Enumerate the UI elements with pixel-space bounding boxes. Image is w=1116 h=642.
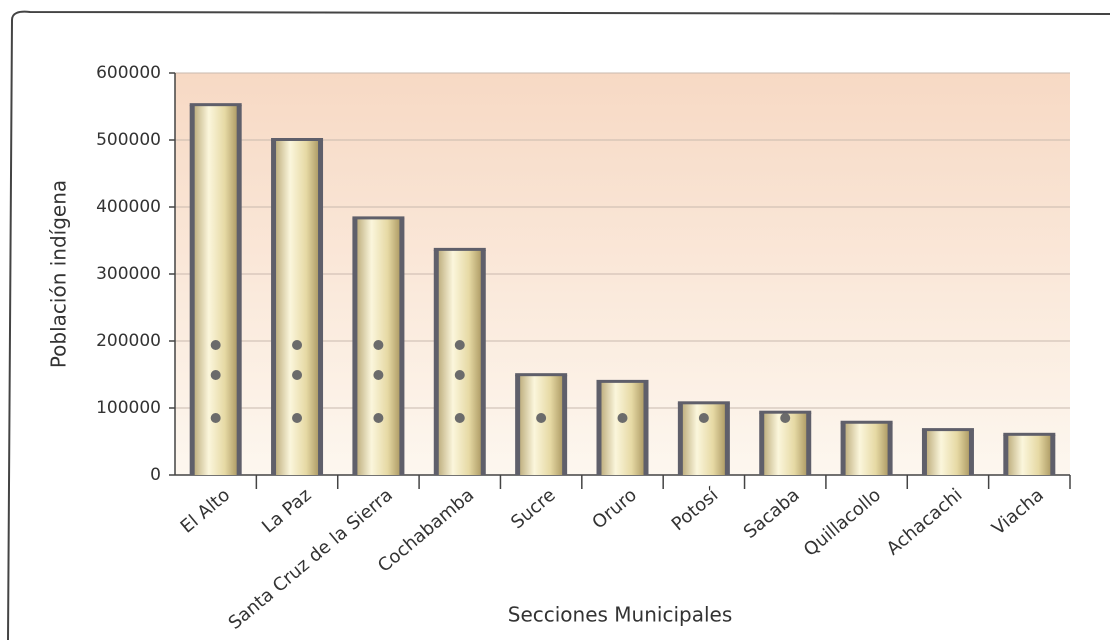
bar <box>843 422 890 475</box>
y-tick-label: 600000 <box>96 63 161 83</box>
bar-edge <box>759 412 765 475</box>
bar-edge <box>515 375 521 475</box>
bar-hole <box>373 413 384 423</box>
y-tick-label: 0 <box>150 465 161 485</box>
bar-cap <box>189 103 242 107</box>
bar-edge <box>806 412 812 475</box>
bar-edge <box>968 430 974 475</box>
bar-hole <box>454 340 465 350</box>
bar-cap <box>840 420 893 424</box>
bar-cap <box>921 428 974 432</box>
bar <box>436 249 483 475</box>
bar-edge <box>562 375 568 475</box>
bar <box>762 412 809 475</box>
bar-edge <box>399 218 405 475</box>
bar-edge <box>643 381 649 475</box>
frame <box>7 10 1111 641</box>
bar-hole <box>617 413 628 423</box>
bar <box>518 375 565 475</box>
bar-edge <box>480 249 486 475</box>
bar-hole <box>210 340 221 350</box>
bar-hole <box>698 413 709 423</box>
bar-hole <box>210 413 221 423</box>
bar-hole <box>454 413 465 423</box>
bar-hole <box>292 413 303 423</box>
bar-edge <box>677 403 683 475</box>
bar-cap <box>515 373 568 377</box>
bar-edge <box>887 422 893 475</box>
y-tick-label: 100000 <box>96 398 161 418</box>
y-tick-label: 200000 <box>96 331 161 351</box>
bar-hole <box>373 340 384 350</box>
y-axis-title: Población indígena <box>47 180 71 368</box>
bar-edge <box>189 105 195 475</box>
bar-edge <box>1003 434 1009 475</box>
bar <box>1006 434 1053 475</box>
bar-edge <box>236 105 242 475</box>
bar-edge <box>318 140 324 475</box>
bar-hole <box>454 370 465 380</box>
bar-edge <box>271 140 277 475</box>
bar-hole <box>210 370 221 380</box>
bar-edge <box>433 249 439 475</box>
bar <box>599 381 646 475</box>
bar-cap <box>271 138 324 141</box>
bar-cap <box>352 216 405 220</box>
bar-edge <box>596 381 602 475</box>
y-tick-label: 300000 <box>96 264 161 284</box>
bar-cap <box>1003 432 1056 436</box>
bar-cap <box>433 247 486 251</box>
bar <box>924 430 971 475</box>
bar-edge <box>921 430 927 475</box>
y-tick-label: 500000 <box>96 130 161 150</box>
y-tick-label: 400000 <box>96 197 161 217</box>
bar-cap <box>759 410 812 414</box>
bar-edge <box>724 403 730 475</box>
bar-cap <box>596 379 649 383</box>
bar-edge <box>352 218 358 475</box>
bar-hole <box>292 340 303 350</box>
bar-cap <box>677 401 730 405</box>
bar-hole <box>373 370 384 380</box>
bar-hole <box>780 413 791 423</box>
bar-hole <box>536 413 547 423</box>
bar-edge <box>1050 434 1056 475</box>
x-axis-title: Secciones Municipales <box>508 603 733 627</box>
bar-edge <box>840 422 846 475</box>
bar-hole <box>292 370 303 380</box>
bar <box>274 140 321 475</box>
